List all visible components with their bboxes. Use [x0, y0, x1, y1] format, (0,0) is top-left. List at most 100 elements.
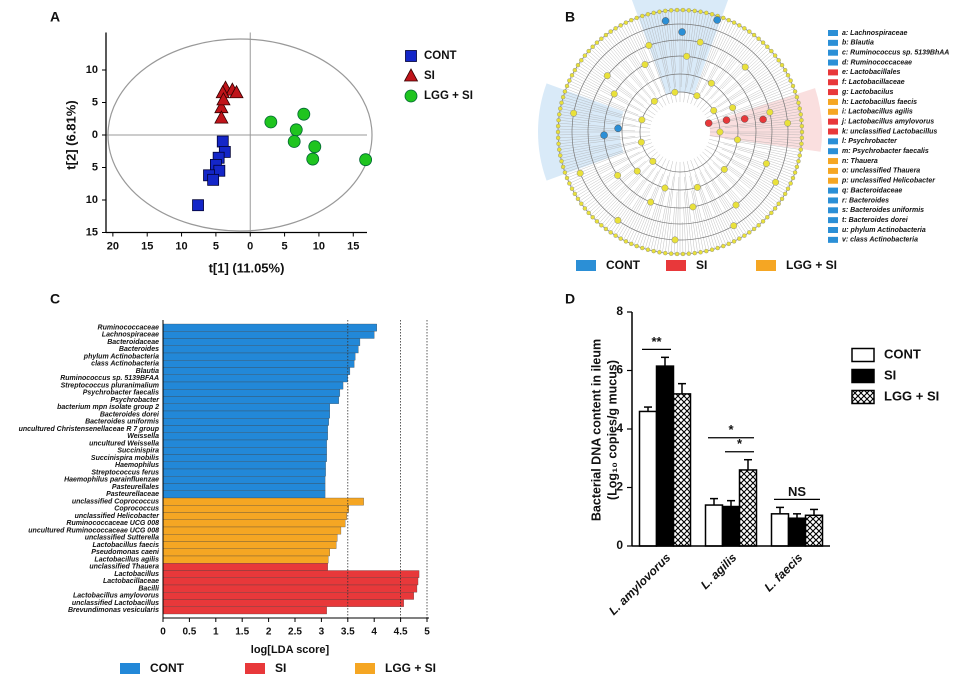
- node: [704, 10, 709, 16]
- branch: [576, 163, 630, 197]
- branch: [603, 36, 643, 86]
- category-label: unclassified Helicobacter: [75, 513, 161, 520]
- legend-swatch: [851, 389, 875, 405]
- bar: [704, 504, 724, 547]
- y-axis-label: (Log₁₀ copies/g mucus): [605, 360, 619, 500]
- bar: [162, 497, 364, 506]
- branch: [608, 33, 628, 60]
- node: [792, 89, 798, 94]
- legend-swatch: [666, 260, 686, 271]
- legend-label: p: unclassified Helicobacter: [841, 178, 936, 185]
- branch: [560, 143, 622, 156]
- point: [214, 110, 229, 124]
- branch: [766, 99, 798, 109]
- branch: [732, 204, 752, 231]
- node: [776, 58, 781, 63]
- node: [792, 170, 798, 175]
- branch: [574, 70, 629, 102]
- branch: [644, 15, 659, 61]
- bar: [162, 381, 344, 390]
- legend-label: SI: [275, 661, 286, 675]
- node: [634, 243, 639, 249]
- node: [741, 63, 749, 71]
- legend-label: LGG + SI: [385, 661, 436, 675]
- legend-label: b: Blautia: [842, 40, 874, 47]
- category-label: class Actinobacteria: [91, 361, 159, 368]
- bar: [162, 468, 326, 477]
- node: [603, 226, 609, 232]
- legend-swatch: [828, 89, 838, 96]
- branch: [725, 191, 755, 230]
- branch: [752, 60, 779, 80]
- bar: [162, 360, 355, 368]
- node: [645, 12, 651, 17]
- legend-label: f: Lactobacillaceae: [842, 79, 905, 86]
- category-label: unclassified Lactobacillus: [72, 600, 159, 607]
- legend-swatch: [828, 197, 838, 204]
- legend-swatch: [828, 128, 838, 135]
- branch: [563, 153, 609, 168]
- branch: [590, 48, 648, 102]
- branch: [639, 216, 651, 248]
- legend-label: CONT: [150, 661, 185, 675]
- node: [575, 196, 581, 202]
- legend-label: c: Ruminococcus sp. 5139BhAA: [842, 50, 949, 57]
- branch: [570, 77, 600, 93]
- node: [721, 243, 726, 249]
- node: [790, 83, 796, 89]
- node: [671, 88, 679, 96]
- branch: [581, 60, 644, 106]
- bar: [787, 517, 807, 547]
- category-label: Lactobacillus faecis: [92, 542, 159, 549]
- node: [731, 239, 737, 244]
- category-label: Psychrobacter: [110, 397, 160, 404]
- panel-letter: D: [565, 291, 575, 307]
- branch: [628, 21, 655, 78]
- legend-swatch: [851, 347, 875, 363]
- branch: [577, 64, 605, 83]
- branch: [560, 105, 593, 113]
- node: [603, 72, 611, 80]
- node: [560, 164, 566, 170]
- branch: [739, 57, 778, 87]
- node: [570, 109, 578, 117]
- node: [555, 123, 561, 129]
- y-tick-label: 4: [616, 421, 623, 435]
- node: [782, 67, 788, 73]
- category-label: Coprococcus: [114, 506, 159, 513]
- bar: [162, 454, 327, 462]
- node: [645, 41, 653, 49]
- node: [726, 17, 731, 23]
- legend-label: LGG + SI: [786, 258, 837, 272]
- legend-label: n: Thauera: [842, 158, 878, 165]
- node: [799, 141, 804, 146]
- node: [693, 92, 701, 100]
- node: [651, 10, 656, 16]
- node: [798, 112, 803, 117]
- branch: [734, 80, 791, 107]
- legend-label: e: Lactobacillales: [842, 69, 900, 76]
- node: [633, 167, 641, 175]
- node: [689, 203, 697, 211]
- branch: [739, 122, 802, 128]
- category-label: Ruminococcaceae UCG 008: [66, 520, 159, 527]
- bar: [162, 338, 361, 346]
- branch: [559, 144, 607, 153]
- legend-swatch: [828, 118, 838, 125]
- node: [668, 251, 674, 256]
- node: [582, 206, 588, 211]
- node: [555, 135, 561, 141]
- clade-ring: [587, 39, 773, 225]
- node: [772, 178, 780, 186]
- branch: [670, 10, 676, 73]
- legend-label: o: unclassified Thauera: [842, 168, 920, 175]
- node: [657, 9, 662, 14]
- legend-swatch: [828, 158, 838, 165]
- bar: [162, 418, 329, 426]
- significance-label: **: [651, 334, 662, 349]
- category-label: Haemophilus: [115, 462, 159, 469]
- bar: [162, 606, 327, 615]
- bar: [162, 410, 330, 419]
- branch: [726, 36, 757, 74]
- node: [599, 223, 604, 228]
